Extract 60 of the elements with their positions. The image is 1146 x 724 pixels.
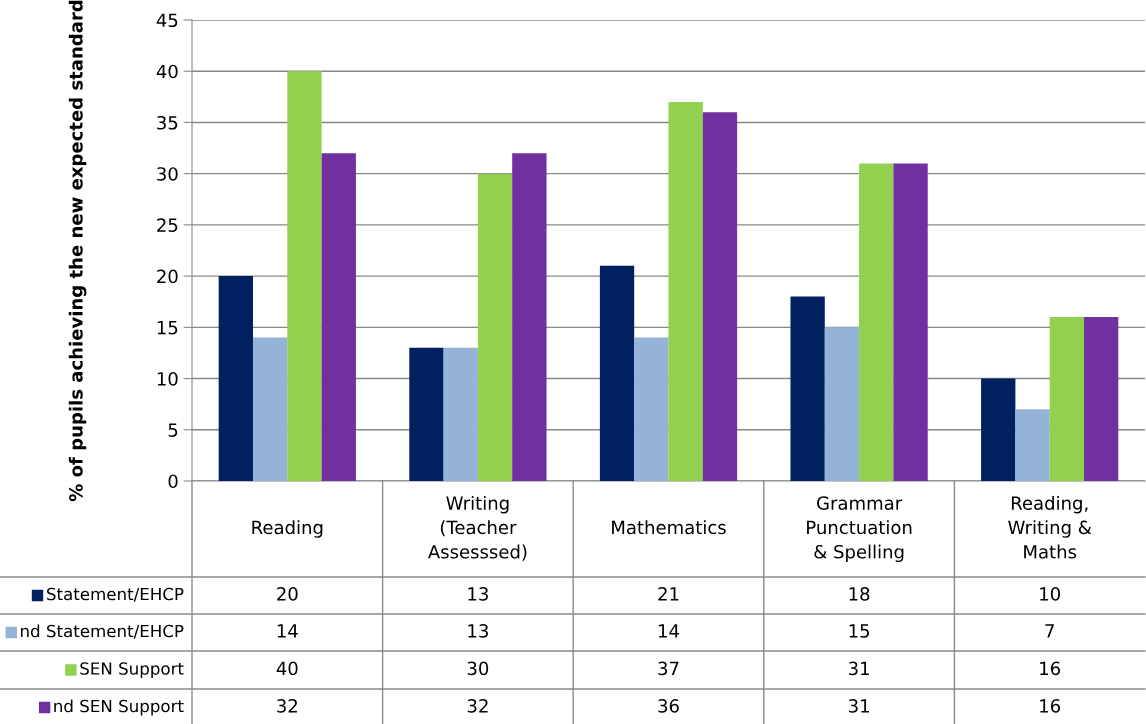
data-label: 14: [277, 624, 298, 638]
legend-label: nd Statement/EHCP: [21, 624, 184, 639]
data-label: 7: [1045, 624, 1054, 638]
bar: [1084, 317, 1119, 481]
y-tick-label: 10: [157, 372, 178, 386]
bar: [981, 378, 1016, 481]
bar: [668, 101, 703, 481]
data-label: 14: [659, 624, 679, 638]
legend-label: SEN Support: [80, 662, 184, 679]
data-label: 32: [277, 699, 297, 713]
x-tick-label: Reading, Writing & Maths: [1008, 495, 1092, 559]
data-label: 15: [849, 624, 870, 638]
x-tick-label: Grammar Punctuation & Spelling: [807, 496, 912, 563]
data-label: 16: [1040, 661, 1061, 676]
bar: [599, 265, 635, 481]
data-label: 36: [658, 699, 679, 713]
legend-label: nd SEN Support: [54, 699, 184, 716]
bar: [512, 153, 547, 481]
y-tick-label: 40: [156, 64, 178, 79]
data-label: 13: [468, 587, 488, 601]
bar: [321, 153, 356, 481]
y-tick-label: 35: [157, 115, 178, 130]
bar: [409, 347, 444, 481]
bar: [824, 327, 860, 481]
data-label: 21: [658, 587, 679, 601]
data-label: 20: [277, 587, 298, 601]
data-label: 10: [1040, 587, 1060, 601]
bar: [702, 112, 738, 481]
data-label: 32: [467, 699, 488, 713]
bar: [477, 173, 513, 481]
bar: [443, 347, 478, 481]
y-tick-label: 25: [157, 218, 178, 233]
data-label: 16: [1040, 699, 1061, 713]
data-label: 37: [658, 661, 679, 676]
bar: [1015, 409, 1050, 481]
bar: [859, 163, 894, 481]
y-tick-label: 15: [157, 321, 178, 335]
data-label: 31: [848, 661, 869, 676]
y-axis-title: % of pupils achieving the new expected standard: [68, 0, 87, 502]
x-tick-label: Mathematics: [612, 520, 726, 535]
bar: [790, 296, 825, 481]
x-tick-label: Reading: [252, 520, 323, 538]
x-tick-label: Writing (Teacher Assesssed): [427, 495, 527, 561]
legend-label: Statement/EHCP: [47, 587, 184, 602]
bar: [1049, 317, 1085, 481]
bar: [218, 276, 253, 481]
bar: [287, 71, 322, 481]
y-tick-label: 5: [168, 423, 178, 437]
bar: [893, 163, 928, 481]
bar: [634, 337, 669, 481]
data-label: 40: [276, 661, 298, 676]
data-label: 31: [848, 699, 869, 713]
data-label: 13: [468, 624, 488, 638]
bar: [252, 337, 288, 481]
y-tick-label: 30: [157, 167, 178, 181]
y-tick-label: 45: [156, 13, 178, 28]
data-label: 30: [467, 661, 489, 676]
data-label: 18: [849, 587, 870, 601]
y-tick-label: 0: [168, 474, 178, 489]
y-tick-label: 20: [157, 269, 178, 284]
